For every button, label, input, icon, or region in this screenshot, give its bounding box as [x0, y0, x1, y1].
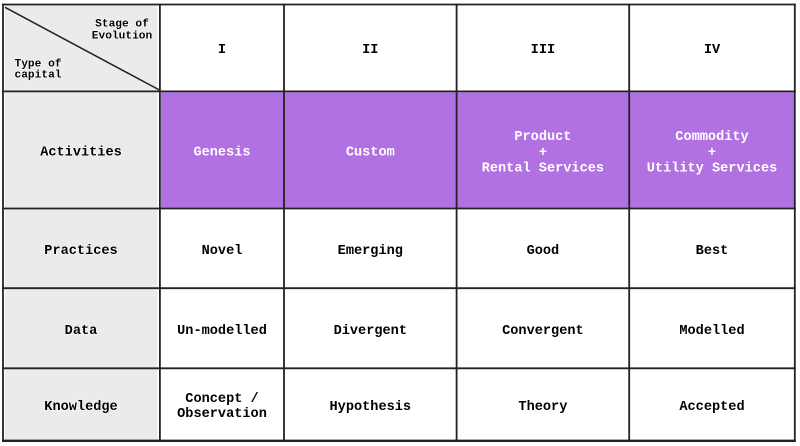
svg-text:Concept /: Concept / — [185, 392, 258, 407]
svg-text:Theory: Theory — [518, 400, 567, 415]
svg-text:+: + — [539, 146, 547, 161]
svg-text:+: + — [708, 146, 716, 161]
svg-text:Utility Services: Utility Services — [647, 161, 778, 176]
svg-text:Emerging: Emerging — [338, 244, 403, 259]
svg-text:Accepted: Accepted — [679, 400, 744, 415]
svg-text:Modelled: Modelled — [679, 324, 744, 339]
svg-text:Commodity: Commodity — [675, 130, 748, 145]
svg-text:I: I — [218, 43, 226, 58]
svg-text:Product: Product — [514, 130, 571, 145]
svg-text:IV: IV — [704, 43, 721, 58]
svg-text:Activities: Activities — [40, 145, 122, 160]
svg-text:III: III — [531, 43, 555, 58]
svg-text:Divergent: Divergent — [334, 324, 407, 339]
svg-text:Knowledge: Knowledge — [44, 400, 117, 415]
svg-text:Hypothesis: Hypothesis — [330, 400, 412, 415]
svg-text:Observation: Observation — [177, 407, 267, 422]
svg-text:Genesis: Genesis — [193, 145, 250, 160]
svg-text:Un-modelled: Un-modelled — [177, 324, 267, 339]
svg-text:Convergent: Convergent — [502, 324, 584, 339]
svg-text:Type of: Type of — [15, 58, 62, 70]
svg-text:Data: Data — [65, 324, 98, 339]
svg-text:capital: capital — [15, 70, 62, 82]
svg-text:Best: Best — [696, 244, 729, 259]
svg-text:Practices: Practices — [44, 244, 117, 259]
svg-text:Stage of: Stage of — [95, 19, 149, 31]
svg-text:Rental Services: Rental Services — [482, 161, 604, 176]
svg-text:Novel: Novel — [202, 244, 243, 259]
svg-text:II: II — [362, 43, 378, 58]
svg-text:Custom: Custom — [346, 145, 395, 160]
svg-text:Evolution: Evolution — [92, 31, 153, 43]
svg-text:Good: Good — [527, 244, 560, 259]
